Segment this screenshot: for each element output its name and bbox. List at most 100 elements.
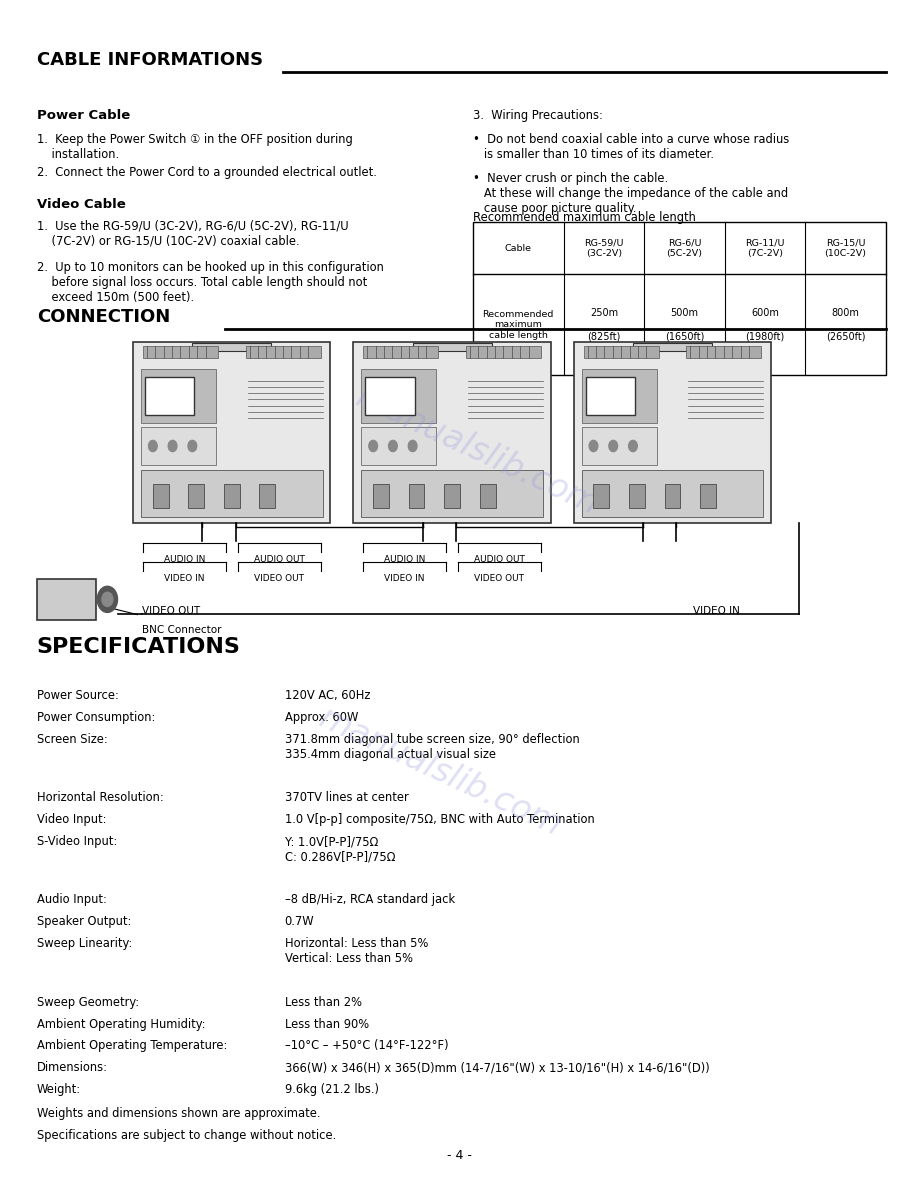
Circle shape [409, 441, 417, 451]
Text: Speaker Output:: Speaker Output: [37, 916, 131, 928]
Bar [629, 485, 644, 508]
Text: Power Source:: Power Source: [37, 689, 118, 702]
Bar [413, 343, 492, 350]
Text: Less than 2%: Less than 2% [285, 996, 362, 1009]
Bar [594, 485, 610, 508]
Text: 2.  Connect the Power Cord to a grounded electrical outlet.: 2. Connect the Power Cord to a grounded … [37, 166, 376, 179]
Text: AUDIO OUT: AUDIO OUT [474, 555, 525, 564]
Text: Cable: Cable [505, 244, 532, 253]
Bar [152, 485, 169, 508]
Text: - 4 -: - 4 - [446, 1149, 472, 1162]
Text: –10°C – +50°C (14°F-122°F): –10°C – +50°C (14°F-122°F) [285, 1040, 448, 1053]
Text: S-Video Input:: S-Video Input: [37, 835, 117, 848]
Text: Ambient Operating Humidity:: Ambient Operating Humidity: [37, 1017, 206, 1030]
Text: Less than 90%: Less than 90% [285, 1017, 369, 1030]
Text: VIDEO IN: VIDEO IN [385, 574, 425, 583]
Text: •  Never crush or pinch the cable.
   At these will change the impedance of the : • Never crush or pinch the cable. At the… [473, 172, 788, 215]
Text: RG-11/U
(7C-2V): RG-11/U (7C-2V) [745, 239, 785, 258]
Text: RG-6/U
(5C-2V): RG-6/U (5C-2V) [666, 239, 702, 258]
Bar [687, 346, 761, 359]
Text: 366(W) x 346(H) x 365(D)mm (14-7/16"(W) x 13-10/16"(H) x 14-6/16"(D)): 366(W) x 346(H) x 365(D)mm (14-7/16"(W) … [285, 1062, 710, 1074]
Bar [633, 343, 712, 350]
Text: 9.6kg (21.2 lbs.): 9.6kg (21.2 lbs.) [285, 1083, 378, 1097]
Bar [133, 342, 330, 523]
Bar [374, 485, 389, 508]
Text: 0.7W: 0.7W [285, 916, 314, 928]
Bar [584, 346, 658, 359]
Bar [224, 485, 240, 508]
Circle shape [388, 441, 397, 451]
Text: AUDIO IN: AUDIO IN [384, 555, 425, 564]
Text: 370TV lines at center: 370TV lines at center [285, 791, 409, 804]
Circle shape [589, 441, 598, 451]
Bar [141, 369, 216, 423]
Text: Recommended maximum cable length: Recommended maximum cable length [473, 211, 696, 225]
Bar [582, 470, 763, 517]
Bar [362, 470, 543, 517]
Bar [353, 342, 551, 523]
Bar [188, 485, 204, 508]
Text: Audio Input:: Audio Input: [37, 893, 106, 906]
Text: AUDIO OUT: AUDIO OUT [253, 555, 305, 564]
Text: Video Cable: Video Cable [37, 198, 126, 211]
Text: Specifications are subject to change without notice.: Specifications are subject to change wit… [37, 1129, 336, 1142]
Text: 600m

(1980ft): 600m (1980ft) [745, 309, 785, 341]
Text: VIDEO OUT: VIDEO OUT [254, 574, 304, 583]
Text: 1.  Keep the Power Switch ① in the OFF position during
    installation.: 1. Keep the Power Switch ① in the OFF po… [37, 133, 353, 162]
Text: Power Cable: Power Cable [37, 109, 130, 122]
Text: Weight:: Weight: [37, 1083, 81, 1097]
Text: RG-59/U
(3C-2V): RG-59/U (3C-2V) [584, 239, 623, 258]
Bar [574, 342, 771, 523]
Text: SPECIFICATIONS: SPECIFICATIONS [37, 637, 241, 657]
Text: 120V AC, 60Hz: 120V AC, 60Hz [285, 689, 370, 702]
Circle shape [609, 441, 618, 451]
Bar [582, 426, 656, 465]
Bar [480, 485, 496, 508]
Text: Ambient Operating Temperature:: Ambient Operating Temperature: [37, 1040, 227, 1053]
Bar [143, 346, 218, 359]
Bar [473, 222, 886, 375]
Bar [37, 579, 96, 620]
Text: 3.  Wiring Precautions:: 3. Wiring Precautions: [473, 109, 602, 122]
Bar [362, 426, 436, 465]
Text: Horizontal: Less than 5%
Vertical: Less than 5%: Horizontal: Less than 5% Vertical: Less … [285, 937, 428, 966]
Bar [586, 378, 635, 416]
Text: 371.8mm diagonal tube screen size, 90° deflection
335.4mm diagonal actual visual: 371.8mm diagonal tube screen size, 90° d… [285, 733, 579, 762]
Text: CABLE INFORMATIONS: CABLE INFORMATIONS [37, 51, 263, 69]
Bar [665, 485, 680, 508]
Text: 250m

(825ft): 250m (825ft) [588, 309, 621, 341]
Text: Approx. 60W: Approx. 60W [285, 710, 358, 723]
Bar [365, 378, 415, 416]
Text: Camera: Camera [46, 590, 87, 600]
Text: manualslib.com: manualslib.com [314, 701, 567, 843]
Circle shape [149, 441, 157, 451]
Text: Y: 1.0V[P-P]/75Ω
C: 0.286V[P-P]/75Ω: Y: 1.0V[P-P]/75Ω C: 0.286V[P-P]/75Ω [285, 835, 395, 864]
Circle shape [168, 441, 177, 451]
Text: •  Do not bend coaxial cable into a curve whose radius
   is smaller than 10 tim: • Do not bend coaxial cable into a curve… [473, 133, 789, 162]
Text: 500m

(1650ft): 500m (1650ft) [665, 309, 704, 341]
Text: BNC Connector: BNC Connector [142, 625, 222, 634]
Text: Sweep Linearity:: Sweep Linearity: [37, 937, 132, 950]
Bar [145, 378, 195, 416]
Text: 800m

(2650ft): 800m (2650ft) [826, 309, 866, 341]
Bar [444, 485, 460, 508]
Bar [193, 343, 272, 350]
Text: manualslib.com: manualslib.com [351, 380, 604, 523]
Circle shape [188, 441, 196, 451]
Bar [362, 369, 436, 423]
Bar [364, 346, 438, 359]
Text: Power Consumption:: Power Consumption: [37, 710, 155, 723]
Bar [246, 346, 320, 359]
Bar [141, 426, 216, 465]
Bar [582, 369, 656, 423]
Circle shape [629, 441, 637, 451]
Text: Horizontal Resolution:: Horizontal Resolution: [37, 791, 163, 804]
Text: 1.  Use the RG-59/U (3C-2V), RG-6/U (5C-2V), RG-11/U
    (7C-2V) or RG-15/U (10C: 1. Use the RG-59/U (3C-2V), RG-6/U (5C-2… [37, 220, 348, 248]
Text: Dimensions:: Dimensions: [37, 1062, 107, 1074]
Text: RG-15/U
(10C-2V): RG-15/U (10C-2V) [824, 239, 867, 258]
Text: CONNECTION: CONNECTION [37, 308, 170, 326]
Bar [700, 485, 716, 508]
Text: –8 dB/Hi-z, RCA standard jack: –8 dB/Hi-z, RCA standard jack [285, 893, 454, 906]
Bar [260, 485, 275, 508]
Text: Video Input:: Video Input: [37, 814, 106, 826]
